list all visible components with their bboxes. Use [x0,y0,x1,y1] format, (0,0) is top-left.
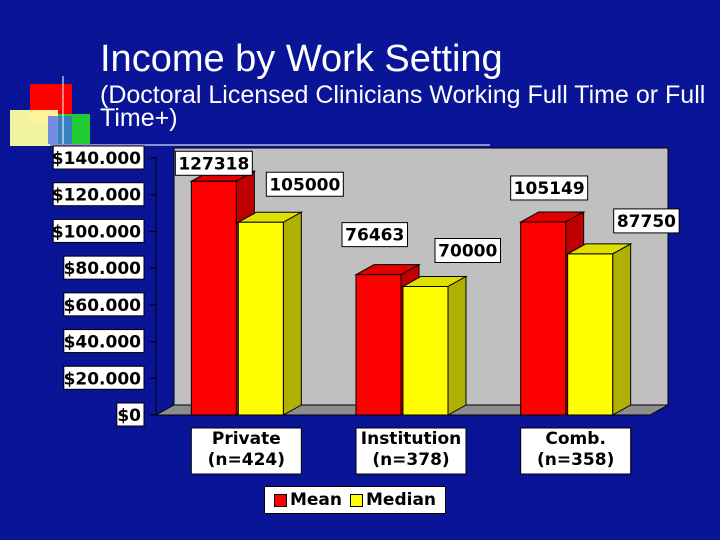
legend-label-median: Median [366,490,437,510]
title-divider [50,144,490,146]
slide-subtitle: (Doctoral Licensed Clinicians Working Fu… [100,81,706,132]
y-tick-label-box [63,329,145,354]
y-tick-label: $100.000 [52,222,141,242]
y-tick-label: $120.000 [52,186,141,206]
legend-item-mean: Mean [273,490,342,510]
x-tick-label-box [190,427,302,475]
bar-mean-comb [520,221,567,416]
data-label-box [510,175,589,201]
data-label-box [174,150,253,176]
data-label: 76463 [345,226,404,246]
bar-median-private [237,221,284,416]
bar-mean-private [190,180,237,416]
bar-side-median [612,243,632,416]
bars-group [189,170,633,416]
y-tick-label-box [52,182,145,207]
y-axis: $0 $20.000 $40.000 $60.000 $80.000 $100.000 $1… [52,145,156,427]
data-label: 105000 [269,175,340,195]
x-tick-sublabel: (n=358) [537,450,614,470]
data-label: 70000 [438,242,497,262]
y-tick-label: $80.000 [64,259,142,279]
y-tick-label: $140.000 [52,149,141,169]
colored-squares-logo-icon [8,72,108,162]
y-tick-label: $20.000 [64,369,142,389]
bar-mean-institution [355,274,402,416]
legend-label-mean: Mean [289,490,342,510]
y-tick-label-box [63,255,145,280]
bar-side-median [447,275,467,416]
x-tick-label: Institution [361,429,461,449]
bar-side-median [282,211,302,416]
data-label-box [434,238,501,263]
y-tick-label: $60.000 [64,296,142,316]
y-tick-label-box [116,402,145,427]
bar-median-institution [402,286,449,416]
data-label: 127318 [178,154,249,174]
x-tick-sublabel: (n=378) [372,450,449,470]
y-tick-label-box [52,145,145,170]
y-tick-label-box [63,292,145,317]
data-label-box [341,222,408,248]
legend-swatch-median [350,493,363,507]
x-axis: Private(n=424) Institution(n=378) Comb.(n=… [190,427,632,475]
data-label: 105149 [514,179,585,199]
data-labels-group: 127318 105000 76463 70000 105149 87750 [174,150,680,263]
x-tick-label: Comb. [545,429,606,449]
x-tick-sublabel: (n=424) [208,450,285,470]
data-label-box [265,171,344,197]
slide-title: Income by Work Setting [100,38,503,80]
data-label-box [613,208,680,234]
y-tick-label: $40.000 [64,333,142,353]
legend-swatch-mean [273,493,287,507]
legend-item-median: Median [350,490,436,510]
y-tick-label-box [52,218,145,243]
x-tick-label-box [355,427,467,475]
data-label: 87750 [617,212,676,232]
x-tick-label: Private [212,429,281,449]
x-tick-label-box [520,427,632,475]
bar-median-comb [567,253,614,416]
y-tick-label: $0 [117,406,141,426]
y-tick-label-box [63,365,145,390]
chart-legend: Mean Median [264,486,446,514]
